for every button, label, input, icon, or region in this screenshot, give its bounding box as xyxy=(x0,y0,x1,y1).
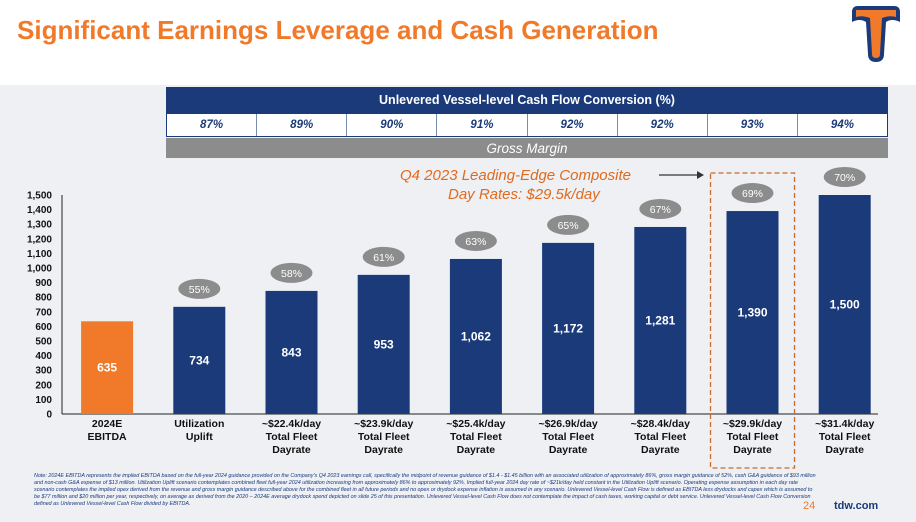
gross-margin-label: 58% xyxy=(281,268,302,280)
y-tick-label: 1,300 xyxy=(27,220,52,231)
page-title: Significant Earnings Leverage and Cash G… xyxy=(17,15,659,45)
category-label: Dayrate xyxy=(825,444,864,456)
y-tick-label: 1,500 xyxy=(27,191,52,202)
gross-margin-bubble xyxy=(547,214,590,235)
page-number: 24 xyxy=(803,500,816,512)
gross-margin-banner: Gross Margin xyxy=(166,138,888,158)
bar-value-label: 1,172 xyxy=(553,321,583,335)
bar xyxy=(542,242,595,414)
category-label: ~$28.4k/day xyxy=(631,418,690,430)
gross-margin-bubble xyxy=(823,167,866,187)
y-tick-label: 1,000 xyxy=(27,264,52,275)
cash-flow-conversion-row: 87% 89% 90% 91% 92% 92% 93% 94% xyxy=(166,113,888,137)
y-tick-label: 200 xyxy=(35,380,52,391)
y-tick-label: 100 xyxy=(35,395,52,406)
cash-flow-conversion-header: Unlevered Vessel-level Cash Flow Convers… xyxy=(166,87,888,113)
y-tick-label: 700 xyxy=(35,307,52,318)
conversion-value: 91% xyxy=(437,114,528,136)
conversion-value: 92% xyxy=(618,114,708,136)
category-label: Total Fleet xyxy=(358,431,410,443)
bar-value-label: 734 xyxy=(189,353,209,367)
gross-margin-label: 61% xyxy=(373,252,394,264)
gross-margin-label: 55% xyxy=(189,284,210,296)
bar xyxy=(357,274,410,414)
gross-margin-label: 63% xyxy=(465,236,486,248)
highlight-box xyxy=(709,172,796,469)
category-label: ~$25.4k/day xyxy=(446,418,505,430)
y-tick-label: 0 xyxy=(46,410,52,421)
header-band xyxy=(0,0,916,85)
category-label: Total Fleet xyxy=(450,431,502,443)
category-label: EBITDA xyxy=(88,431,128,443)
category-label: Dayrate xyxy=(272,444,311,456)
y-tick-label: 1,200 xyxy=(27,234,52,245)
bar xyxy=(634,226,687,414)
gross-margin-bubble xyxy=(362,246,405,267)
category-label: Total Fleet xyxy=(634,431,686,443)
tidewater-logo-icon xyxy=(852,6,900,62)
bar xyxy=(726,211,779,414)
bar-value-label: 1,390 xyxy=(737,306,767,320)
cash-flow-bar-chart: 0 100 200 300 400 500 600 700 800 900 1,000 1,100 1,… xyxy=(27,167,878,469)
bar-value-label: 843 xyxy=(281,345,301,359)
category-label: ~$29.9k/day xyxy=(723,418,782,430)
y-tick-label: 500 xyxy=(35,337,52,348)
category-label: ~$23.9k/day xyxy=(354,418,413,430)
category-label: Dayrate xyxy=(733,444,772,456)
bar xyxy=(81,321,134,414)
y-tick-label: 900 xyxy=(35,278,52,289)
arrow-right-icon xyxy=(659,171,704,179)
category-label: Dayrate xyxy=(549,444,588,456)
y-tick-label: 1,100 xyxy=(27,249,52,260)
category-label: Total Fleet xyxy=(727,431,779,443)
bar xyxy=(173,306,226,414)
bar xyxy=(449,258,502,414)
conversion-value: 89% xyxy=(257,114,348,136)
bar-value-label: 635 xyxy=(97,361,117,375)
bar xyxy=(818,195,871,414)
conversion-value: 94% xyxy=(830,119,854,131)
gross-margin-label: 69% xyxy=(742,188,763,200)
conversion-value: 93% xyxy=(708,114,798,136)
gross-margin-label: 65% xyxy=(558,220,579,232)
bar xyxy=(265,290,318,414)
bar-value-label: 953 xyxy=(374,337,394,351)
bar-value-label: 1,500 xyxy=(830,298,860,312)
category-label: ~$31.4k/day xyxy=(815,418,874,430)
category-label: Total Fleet xyxy=(266,431,318,443)
category-label: Utilization xyxy=(174,418,224,430)
gross-margin-label: 67% xyxy=(650,204,671,216)
category-label: Dayrate xyxy=(364,444,403,456)
q4-leading-edge-note: Q4 2023 Leading-Edge Composite Day Rates… xyxy=(400,166,700,204)
category-label: 2024E xyxy=(92,418,122,430)
category-label: Dayrate xyxy=(641,444,680,456)
conversion-value: 92% xyxy=(528,114,618,136)
gross-margin-bubble xyxy=(639,198,682,219)
bar-value-label: 1,281 xyxy=(645,313,675,327)
y-tick-label: 300 xyxy=(35,366,52,377)
category-label: Uplift xyxy=(186,431,213,443)
gross-margin-label: 70% xyxy=(834,172,855,184)
y-tick-label: 400 xyxy=(35,351,52,362)
conversion-value: 87% xyxy=(167,114,258,136)
y-tick-label: 1,400 xyxy=(27,205,52,216)
footnote: Note: 2024E EBITDA represents the implie… xyxy=(34,473,816,507)
gross-margin-bubble xyxy=(731,183,774,204)
category-label: Dayrate xyxy=(457,444,496,456)
category-label: ~$22.4k/day xyxy=(262,418,321,430)
category-label: ~$26.9k/day xyxy=(538,418,597,430)
q4-note-line2: Day Rates: $29.5k/day xyxy=(448,186,600,203)
gross-margin-bubble xyxy=(178,278,221,299)
category-label: Total Fleet xyxy=(542,431,594,443)
y-tick-label: 800 xyxy=(35,293,52,304)
conversion-value: 90% xyxy=(347,114,438,136)
gross-margin-bubble xyxy=(270,262,313,283)
gross-margin-bubble xyxy=(454,230,497,251)
category-label: Total Fleet xyxy=(819,431,871,443)
bar-value-label: 1,062 xyxy=(461,329,491,343)
website-link[interactable]: tdw.com xyxy=(834,500,879,512)
y-tick-label: 600 xyxy=(35,322,52,333)
q4-note-line1: Q4 2023 Leading-Edge Composite xyxy=(400,167,631,184)
